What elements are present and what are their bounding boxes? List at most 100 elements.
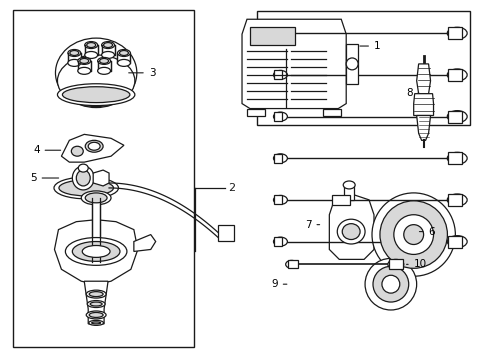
Ellipse shape	[86, 290, 106, 298]
Ellipse shape	[117, 50, 130, 57]
Polygon shape	[416, 116, 429, 140]
Bar	[274, 195, 282, 204]
Bar	[447, 194, 461, 206]
Bar	[92, 198, 100, 262]
Ellipse shape	[343, 181, 354, 189]
Ellipse shape	[62, 87, 130, 103]
Ellipse shape	[85, 140, 103, 152]
Ellipse shape	[273, 112, 287, 121]
Bar	[388, 260, 402, 269]
Bar	[246, 109, 264, 117]
Bar	[346, 44, 357, 84]
Ellipse shape	[119, 50, 128, 55]
Bar	[98, 61, 110, 71]
Ellipse shape	[285, 260, 297, 268]
Ellipse shape	[87, 301, 105, 307]
Text: 4: 4	[33, 145, 61, 155]
Ellipse shape	[68, 50, 81, 57]
Text: 8: 8	[405, 88, 418, 98]
Ellipse shape	[72, 242, 120, 261]
Ellipse shape	[78, 67, 90, 74]
Ellipse shape	[86, 311, 106, 319]
Ellipse shape	[54, 177, 118, 199]
Circle shape	[379, 201, 447, 268]
Bar	[447, 236, 461, 248]
Bar	[218, 225, 234, 240]
Polygon shape	[328, 195, 373, 260]
Ellipse shape	[447, 111, 466, 122]
Ellipse shape	[82, 246, 110, 257]
Ellipse shape	[59, 180, 113, 196]
Polygon shape	[93, 170, 109, 186]
Bar	[447, 27, 461, 39]
Bar	[332, 195, 349, 205]
Ellipse shape	[342, 224, 359, 239]
Ellipse shape	[88, 320, 103, 325]
Polygon shape	[84, 281, 108, 324]
Polygon shape	[413, 94, 433, 116]
Bar	[68, 53, 81, 63]
Ellipse shape	[57, 55, 135, 107]
Bar	[13, 10, 193, 347]
Bar	[447, 152, 461, 164]
Ellipse shape	[90, 302, 102, 306]
Bar	[447, 111, 461, 122]
Bar	[287, 260, 297, 268]
Ellipse shape	[80, 58, 88, 63]
Polygon shape	[416, 64, 429, 94]
Ellipse shape	[88, 142, 100, 150]
Text: 5: 5	[30, 173, 59, 183]
Bar	[249, 27, 294, 45]
Text: 6: 6	[419, 226, 434, 237]
Bar	[323, 109, 341, 117]
Ellipse shape	[447, 27, 466, 39]
Circle shape	[372, 266, 408, 302]
Bar	[117, 53, 130, 63]
Bar	[344, 185, 353, 200]
Bar	[256, 12, 469, 125]
Ellipse shape	[273, 71, 287, 79]
Ellipse shape	[447, 152, 466, 164]
Ellipse shape	[273, 29, 287, 38]
Ellipse shape	[84, 51, 98, 58]
Circle shape	[346, 58, 357, 70]
Polygon shape	[61, 134, 123, 162]
Polygon shape	[242, 19, 346, 109]
Bar	[274, 237, 282, 246]
Bar	[78, 61, 90, 71]
Ellipse shape	[71, 146, 83, 156]
Ellipse shape	[78, 58, 90, 64]
Ellipse shape	[103, 42, 112, 48]
Ellipse shape	[65, 238, 127, 265]
Bar	[447, 69, 461, 81]
Ellipse shape	[68, 59, 81, 66]
Polygon shape	[54, 220, 138, 284]
Bar	[84, 45, 98, 55]
Circle shape	[393, 215, 433, 255]
Polygon shape	[134, 235, 155, 251]
Ellipse shape	[102, 51, 114, 58]
Ellipse shape	[55, 38, 137, 108]
Ellipse shape	[117, 59, 130, 66]
Ellipse shape	[98, 67, 110, 74]
Ellipse shape	[387, 260, 403, 269]
Polygon shape	[371, 227, 373, 243]
Ellipse shape	[86, 42, 96, 48]
Circle shape	[371, 193, 454, 276]
Ellipse shape	[78, 164, 88, 172]
Text: 3: 3	[128, 68, 155, 78]
Ellipse shape	[85, 193, 107, 203]
Bar	[274, 71, 282, 79]
Ellipse shape	[273, 154, 287, 163]
Text: 9: 9	[270, 279, 286, 289]
Ellipse shape	[72, 166, 94, 190]
Text: 2: 2	[228, 183, 235, 193]
Bar	[274, 112, 282, 121]
Circle shape	[381, 275, 399, 293]
Circle shape	[365, 258, 416, 310]
Ellipse shape	[100, 58, 108, 63]
Ellipse shape	[84, 41, 98, 49]
Ellipse shape	[89, 312, 103, 318]
Ellipse shape	[447, 69, 466, 81]
Ellipse shape	[273, 237, 287, 246]
